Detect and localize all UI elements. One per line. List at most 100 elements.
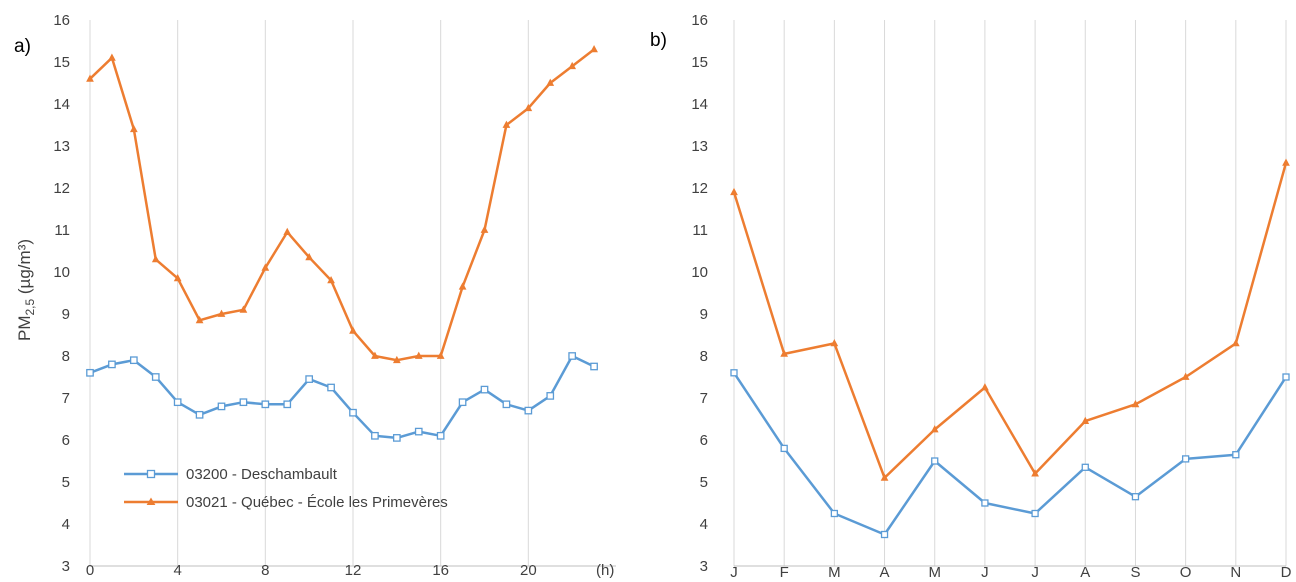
y-tick-label: 14: [53, 96, 70, 113]
data-point-triangle: [1181, 372, 1190, 380]
y-tick-label: 4: [62, 516, 70, 533]
y-tick-label: 13: [53, 138, 70, 155]
series-line-1: [89, 48, 595, 362]
x-tick-label: A: [1080, 564, 1090, 581]
panel-a-y-axis-label: PM2,5 (µg/m³): [15, 239, 37, 341]
data-point-triangle: [86, 74, 94, 82]
data-point-square: [730, 369, 738, 377]
data-point-triangle: [458, 282, 467, 290]
legend-item-deschambault: 03200 - Deschambault: [124, 466, 338, 483]
data-point-square: [414, 427, 423, 436]
x-tick-label: 8: [261, 562, 269, 579]
data-point-square: [1131, 493, 1140, 501]
x-tick-label: D: [1281, 564, 1292, 581]
data-point-square: [261, 400, 270, 409]
panel-a-x-unit-label: (h): [596, 562, 614, 579]
data-point-square: [327, 383, 335, 392]
y-tick-label: 8: [700, 348, 708, 365]
data-point-square: [239, 398, 248, 407]
data-point-square: [305, 375, 314, 383]
data-point-square: [931, 457, 939, 465]
data-point-square: [108, 360, 116, 369]
y-tick-label: 7: [700, 390, 708, 407]
data-point-triangle: [730, 187, 738, 196]
data-point-triangle: [151, 255, 160, 263]
panel-a-x-ticks: 0 4 8 12 16 20: [86, 562, 537, 579]
data-point-square: [568, 352, 577, 360]
chart-panel-b: b) 3 4 5 6 7 8 9 10 11 12 13 14 15 16 J F M A M J J A S O N D: [650, 12, 1292, 581]
data-point-triangle: [392, 355, 401, 364]
data-point-triangle: [436, 351, 445, 359]
legend-label-quebec: 03021 - Québec - École les Primevères: [186, 494, 448, 511]
y-tick-label: 5: [700, 474, 708, 491]
y-tick-label: 15: [53, 54, 70, 71]
data-point-square: [458, 398, 467, 407]
data-point-triangle: [1282, 158, 1290, 166]
legend-marker-square: [146, 469, 156, 479]
legend-marker-triangle: [146, 497, 156, 505]
x-tick-label: 4: [173, 562, 181, 579]
data-point-triangle: [239, 305, 248, 313]
data-point-square: [1282, 373, 1290, 381]
y-tick-label: 9: [700, 306, 708, 323]
panel-a-label: a): [14, 36, 31, 57]
data-point-square: [151, 373, 160, 381]
panel-a-y-ticks: 3 4 5 6 7 8 9 10 11 12 13 14 15 16: [53, 12, 70, 575]
y-tick-label: 15: [691, 54, 708, 71]
series-line-1: [732, 162, 1288, 480]
data-point-triangle: [327, 276, 335, 284]
x-tick-label: M: [828, 564, 841, 581]
panel-b-grid: [733, 20, 1287, 566]
data-point-square: [546, 392, 555, 400]
y-tick-label: 9: [62, 306, 70, 323]
x-tick-label: M: [928, 564, 941, 581]
data-point-square: [480, 385, 489, 394]
data-point-triangle: [568, 61, 577, 70]
x-tick-label: N: [1230, 564, 1241, 581]
data-point-square: [1181, 455, 1190, 463]
y-tick-label: 12: [53, 180, 70, 197]
y-tick-label: 12: [691, 180, 708, 197]
x-tick-label: S: [1130, 564, 1140, 581]
y-tick-label: 14: [691, 96, 708, 113]
data-point-square: [349, 408, 357, 417]
x-tick-label: F: [780, 564, 789, 581]
data-point-square: [524, 406, 533, 415]
data-point-square: [436, 431, 445, 440]
y-tick-label: 7: [62, 390, 70, 407]
ylabel-subscript: 2,5: [23, 299, 37, 316]
x-tick-label: 20: [520, 562, 537, 579]
x-tick-label: A: [880, 564, 890, 581]
data-point-triangle: [1131, 399, 1140, 408]
x-tick-label: J: [981, 564, 989, 581]
y-tick-label: 10: [691, 264, 708, 281]
data-point-square: [283, 400, 292, 409]
panel-b-y-ticks: 3 4 5 6 7 8 9 10 11 12 13 14 15 16: [691, 12, 708, 575]
data-point-triangle: [305, 252, 314, 261]
data-point-triangle: [502, 120, 511, 128]
y-tick-label: 8: [62, 348, 70, 365]
data-point-triangle: [195, 315, 204, 324]
series-line-0: [732, 372, 1288, 536]
panel-b-label: b): [650, 30, 667, 51]
data-point-square: [392, 434, 401, 442]
x-tick-label: 12: [345, 562, 362, 579]
data-point-triangle: [981, 383, 989, 391]
data-point-triangle: [349, 326, 357, 334]
y-tick-label: 6: [62, 432, 70, 449]
legend-item-quebec: 03021 - Québec - École les Primevères: [124, 494, 448, 511]
y-tick-label: 11: [54, 222, 70, 239]
y-tick-label: 10: [53, 264, 70, 281]
y-tick-label: 11: [692, 222, 708, 239]
data-point-square: [880, 530, 889, 539]
data-point-triangle: [173, 273, 182, 282]
data-point-triangle: [217, 309, 226, 317]
legend-label-deschambault: 03200 - Deschambault: [186, 466, 338, 483]
data-point-square: [780, 444, 788, 453]
data-point-triangle: [480, 225, 489, 233]
x-tick-label: O: [1180, 564, 1192, 581]
data-point-square: [1031, 509, 1039, 518]
y-tick-label: 6: [700, 432, 708, 449]
